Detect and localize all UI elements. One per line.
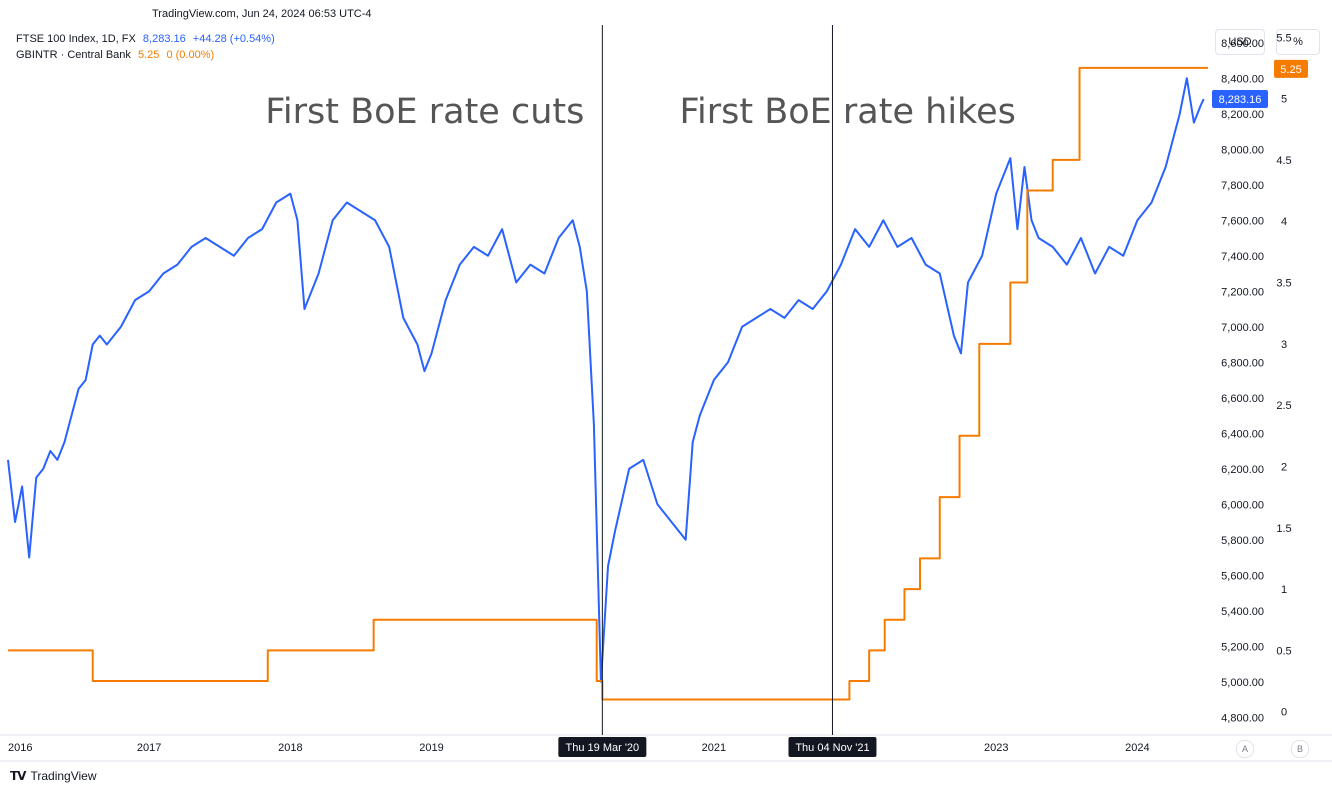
crosshair-date-label: Thu 19 Mar '20: [566, 742, 640, 754]
crosshair-date-bg: [788, 737, 877, 757]
auto-scale-button[interactable]: A: [1236, 740, 1254, 758]
rate-tick-label: 5: [1281, 94, 1287, 106]
annotation-label: First BoE rate cuts: [265, 92, 584, 132]
x-tick-label: 2019: [419, 742, 443, 754]
rate-tick-label: 1: [1281, 584, 1287, 596]
x-tick-label: 2023: [984, 742, 1008, 754]
price-tick-label: 7,200.00: [1221, 286, 1264, 298]
rate-tick-label: 1.5: [1276, 523, 1291, 535]
rate-tick-label: 0: [1281, 707, 1287, 719]
price-tick-label: 6,400.00: [1221, 428, 1264, 440]
ftse-value-badge-bg: [1212, 90, 1268, 109]
series-line-gbintr: [8, 66, 1208, 701]
rate-tick-label: 3.5: [1276, 278, 1291, 290]
rate-tick-label: 3: [1281, 339, 1287, 351]
rate-value-badge: 5.25: [1280, 64, 1301, 76]
price-tick-label: 7,600.00: [1221, 215, 1264, 227]
crosshair-date-label: Thu 04 Nov '21: [795, 742, 869, 754]
price-tick-label: 8,600.00: [1221, 38, 1264, 50]
price-tick-label: 7,400.00: [1221, 251, 1264, 263]
price-tick-label: 8,000.00: [1221, 144, 1264, 156]
attribution-header: TradingView.com, Jun 24, 2024 06:53 UTC-…: [152, 8, 372, 20]
percent-scale-button[interactable]: %: [1276, 29, 1320, 55]
rate-tick-label: 5.5: [1276, 32, 1291, 44]
rate-tick-label: 0.5: [1276, 645, 1291, 657]
currency-button[interactable]: USD: [1215, 29, 1265, 55]
legend-gbintr[interactable]: GBINTR · Central Bank 5.25 0 (0.00%): [16, 49, 218, 61]
price-tick-label: 5,200.00: [1221, 641, 1264, 653]
rate-value-badge-bg: [1274, 59, 1308, 78]
price-tick-label: 5,800.00: [1221, 535, 1264, 547]
rate-tick-label: 4: [1281, 216, 1287, 228]
x-tick-label: 2018: [278, 742, 302, 754]
legend-gbintr-change: 0 (0.00%): [166, 49, 215, 61]
price-tick-label: 4,800.00: [1221, 712, 1264, 724]
crosshair-date-bg: [558, 737, 647, 757]
rate-tick-label: 2.5: [1276, 400, 1291, 412]
price-tick-label: 7,800.00: [1221, 180, 1264, 192]
price-tick-label: 6,800.00: [1221, 357, 1264, 369]
legend-gbintr-value: 5.25: [137, 49, 160, 61]
tradingview-logo-icon: 𝗧𝗩: [10, 769, 27, 783]
annotation-label: First BoE rate hikes: [679, 92, 1015, 132]
price-tick-label: 8,200.00: [1221, 109, 1264, 121]
x-tick-label: 2024: [1125, 742, 1149, 754]
price-tick-label: 8,400.00: [1221, 73, 1264, 85]
ftse-value-badge: 8,283.16: [1219, 94, 1262, 106]
legend-ftse-name: FTSE 100 Index, 1D, FX: [16, 33, 136, 45]
rate-tick-label: 2: [1281, 461, 1287, 473]
legend-ftse-change: +44.28 (+0.54%): [192, 33, 275, 45]
rate-tick-label: 4.5: [1276, 155, 1291, 167]
price-tick-label: 5,600.00: [1221, 570, 1264, 582]
price-tick-label: 6,600.00: [1221, 393, 1264, 405]
x-tick-label: 2017: [137, 742, 161, 754]
price-tick-label: 6,000.00: [1221, 499, 1264, 511]
legend-ftse[interactable]: FTSE 100 Index, 1D, FX 8,283.16 +44.28 (…: [16, 33, 279, 45]
price-tick-label: 7,000.00: [1221, 322, 1264, 334]
legend-gbintr-name: GBINTR · Central Bank: [16, 49, 131, 61]
x-tick-label: 2021: [702, 742, 726, 754]
price-tick-label: 5,400.00: [1221, 606, 1264, 618]
footer-brand: 𝗧𝗩 TradingView: [10, 769, 97, 783]
series-line-ftse: [7, 77, 1205, 683]
x-tick-label: 2016: [8, 742, 32, 754]
legend-ftse-value: 8,283.16: [142, 33, 186, 45]
price-tick-label: 6,200.00: [1221, 464, 1264, 476]
footer-brand-text: TradingView: [30, 769, 97, 783]
price-tick-label: 5,000.00: [1221, 677, 1264, 689]
log-scale-button[interactable]: B: [1291, 740, 1309, 758]
